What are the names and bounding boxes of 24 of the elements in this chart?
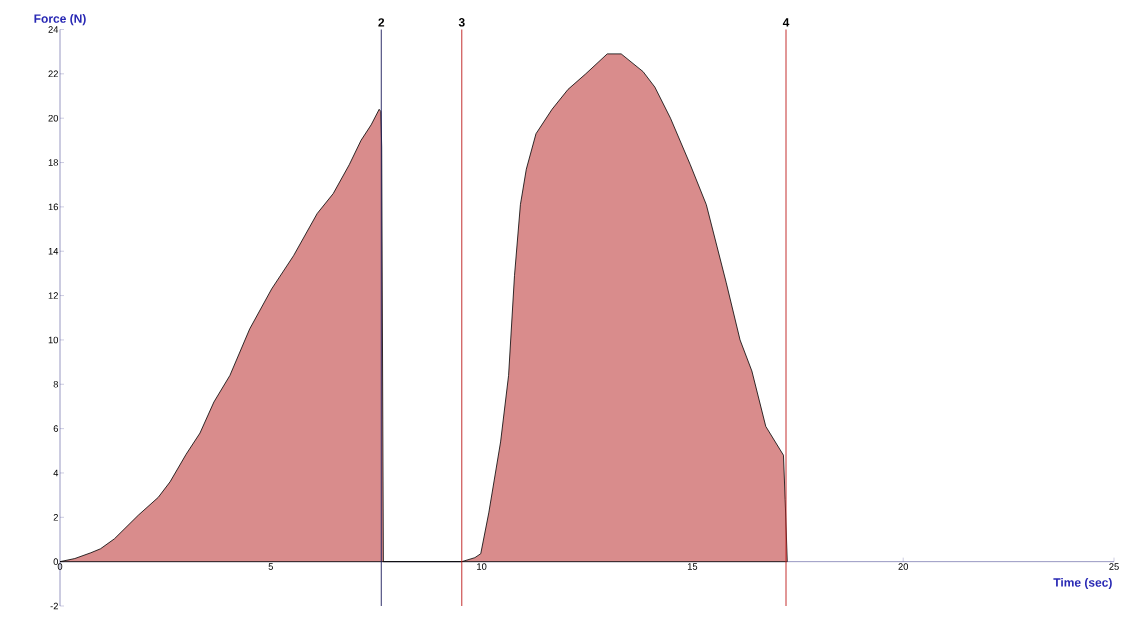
y-tick-label: 16 — [48, 203, 58, 211]
y-tick-label: 2 — [53, 514, 58, 521]
y-tick-label: 12 — [48, 292, 58, 299]
annotation: 2 — [378, 18, 385, 27]
y-tick-label: 0 — [53, 558, 59, 565]
y-tick-label: 6 — [53, 425, 58, 432]
y-tick-label: 4 — [53, 469, 59, 477]
y-tick-label: 18 — [48, 159, 59, 166]
x-axis-title: Time (sec) — [1053, 577, 1112, 590]
y-axis-title: Force (N) — [34, 14, 86, 26]
y-tick-label: -2 — [50, 602, 58, 610]
x-tick-label: 20 — [898, 563, 909, 570]
annotation: 3 — [458, 18, 465, 27]
y-tick-label: 24 — [48, 26, 59, 33]
x-tick-label: 5 — [268, 563, 273, 570]
x-tick-label: 15 — [687, 563, 698, 570]
annotation: 4 — [782, 18, 790, 27]
y-tick-label: 8 — [53, 380, 59, 388]
y-tick-label: 10 — [48, 336, 59, 344]
y-tick-label: 20 — [48, 114, 59, 122]
x-tick-label: 25 — [1109, 563, 1119, 570]
y-tick-label: 22 — [48, 70, 58, 78]
x-tick-label: 10 — [477, 563, 487, 570]
y-tick-label: 14 — [48, 248, 59, 255]
